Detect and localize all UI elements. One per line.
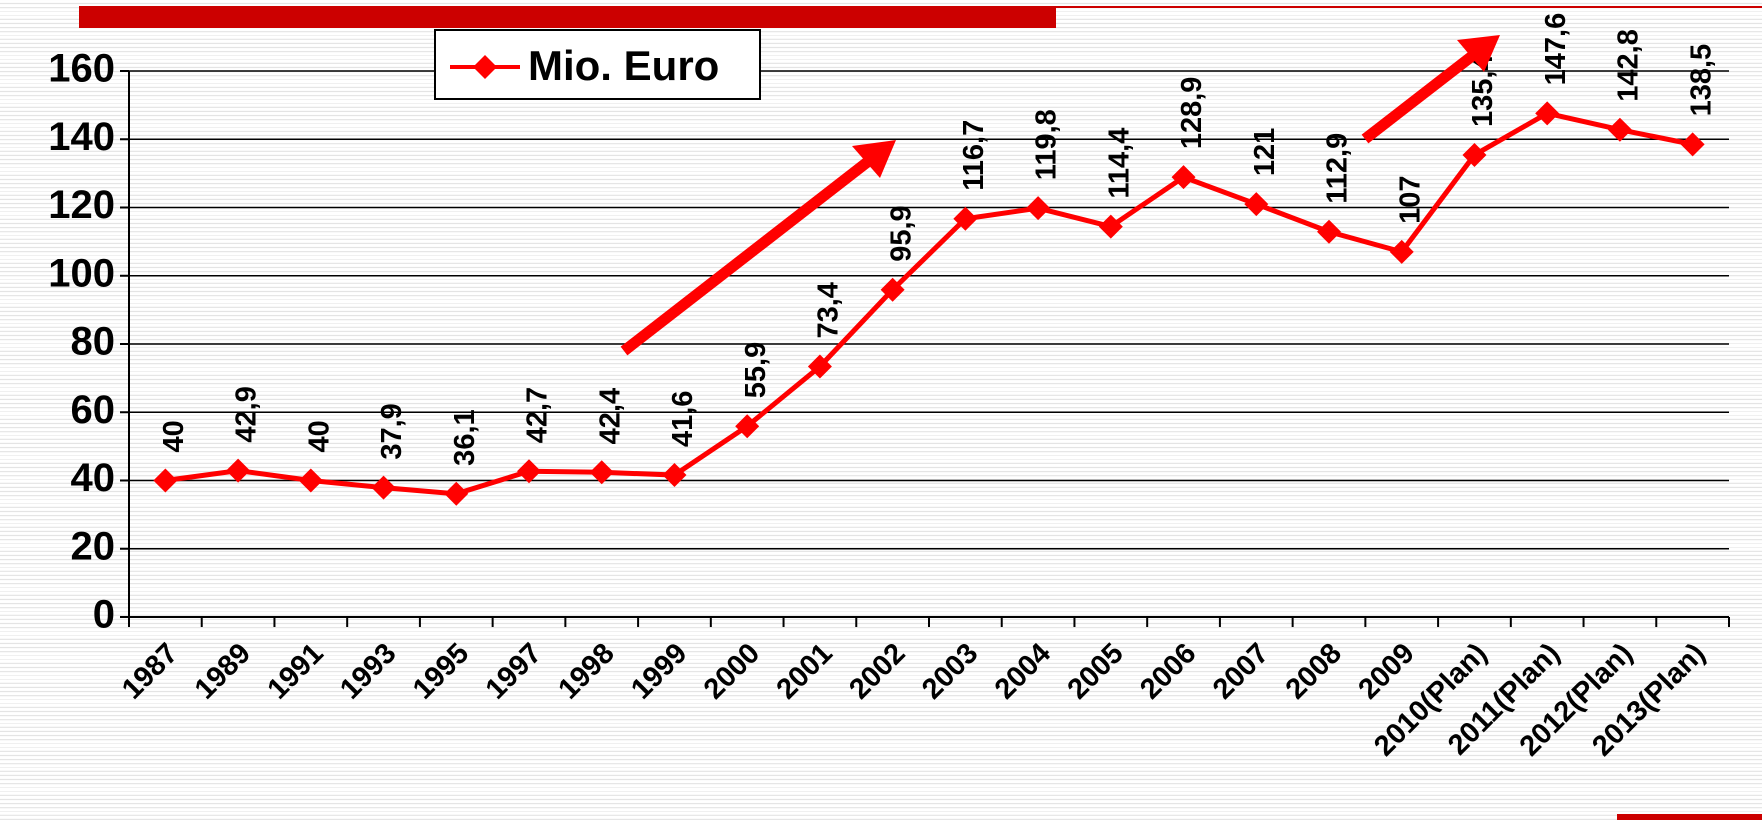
value-label: 36,1 xyxy=(449,409,481,465)
point-marker xyxy=(444,481,469,506)
legend-marker xyxy=(473,55,497,79)
value-label: 128,9 xyxy=(1176,77,1208,150)
x-tick-label: 1993 xyxy=(334,637,402,705)
point-marker xyxy=(1680,132,1705,157)
point-marker xyxy=(589,460,614,485)
x-tick-label: 2000 xyxy=(698,637,766,705)
series-line xyxy=(165,110,1694,497)
x-tick-label: 1989 xyxy=(189,637,257,705)
value-label: 147,6 xyxy=(1540,13,1572,86)
point-marker xyxy=(880,277,905,302)
value-label: 42,9 xyxy=(231,386,263,442)
y-tick-label: 60 xyxy=(71,388,116,432)
point-marker xyxy=(153,468,178,493)
point-marker xyxy=(1026,196,1051,221)
point-marker xyxy=(953,206,978,231)
point-marker xyxy=(1389,239,1414,264)
x-tick-label: 2007 xyxy=(1207,637,1275,705)
point-marker xyxy=(1607,117,1632,142)
y-tick-label: 40 xyxy=(71,456,116,500)
value-label: 41,6 xyxy=(667,391,699,447)
point-marker xyxy=(1535,101,1560,126)
point-marker xyxy=(735,414,760,439)
x-tick-label: 1995 xyxy=(407,637,475,705)
x-tick-label: 2005 xyxy=(1062,637,1130,705)
x-tick-label: 2001 xyxy=(771,637,839,705)
point-marker xyxy=(226,458,251,483)
point-marker xyxy=(1244,192,1269,217)
value-label: 37,9 xyxy=(376,403,408,459)
value-label: 55,9 xyxy=(740,342,772,398)
x-tick-label: 2003 xyxy=(916,637,984,705)
y-tick-label: 120 xyxy=(48,183,115,227)
point-marker xyxy=(1317,219,1341,244)
legend: Mio. Euro xyxy=(434,29,761,100)
point-marker xyxy=(662,463,687,488)
value-label: 40 xyxy=(158,420,190,452)
y-tick-label: 160 xyxy=(48,47,115,91)
point-marker xyxy=(298,468,323,493)
value-label: 40 xyxy=(303,420,335,452)
x-tick-label: 1991 xyxy=(262,637,330,705)
value-label: 142,8 xyxy=(1613,29,1645,102)
value-label: 107 xyxy=(1394,175,1426,223)
trend-arrow xyxy=(1361,35,1500,144)
point-marker xyxy=(1462,142,1487,167)
x-tick-label: 2009 xyxy=(1352,637,1420,705)
x-tick-label: 1999 xyxy=(625,637,693,705)
point-marker xyxy=(517,459,541,484)
trend-arrow xyxy=(620,140,896,356)
footer-bar xyxy=(1617,814,1762,820)
y-tick-label: 140 xyxy=(48,115,115,159)
y-tick-label: 80 xyxy=(71,320,116,364)
value-label: 138,5 xyxy=(1685,44,1717,117)
point-marker xyxy=(1098,214,1123,239)
x-tick-label: 2008 xyxy=(1280,637,1348,705)
x-tick-label: 1998 xyxy=(552,637,620,705)
y-tick-label: 0 xyxy=(93,593,115,637)
x-tick-label: 1987 xyxy=(116,637,184,705)
value-label: 42,7 xyxy=(522,387,554,443)
legend-label: Mio. Euro xyxy=(528,42,719,89)
value-label: 119,8 xyxy=(1031,109,1063,180)
value-label: 121 xyxy=(1249,128,1281,176)
value-label: 112,9 xyxy=(1322,133,1354,204)
header-bar xyxy=(79,6,1056,28)
value-label: 73,4 xyxy=(813,282,845,338)
x-tick-label: 2004 xyxy=(989,637,1057,705)
y-tick-label: 20 xyxy=(71,524,116,568)
point-marker xyxy=(371,475,396,500)
point-marker xyxy=(1171,165,1196,190)
x-tick-label: 2002 xyxy=(843,637,911,705)
y-tick-label: 100 xyxy=(48,251,115,295)
value-label: 95,9 xyxy=(885,205,917,261)
value-label: 116,7 xyxy=(958,120,990,191)
x-tick-label: 1997 xyxy=(480,637,548,705)
value-label: 42,4 xyxy=(594,388,626,444)
value-label: 114,4 xyxy=(1103,128,1135,199)
x-tick-label: 2006 xyxy=(1134,637,1202,705)
point-marker xyxy=(807,354,832,379)
